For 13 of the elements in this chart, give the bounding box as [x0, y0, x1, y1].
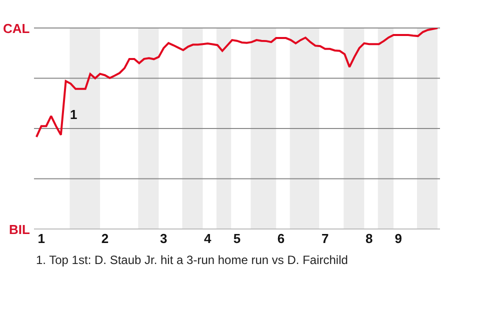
x-tick-label: 3: [160, 231, 168, 246]
x-tick-label: 7: [321, 231, 329, 246]
text: CAL: [3, 21, 30, 36]
x-tick-label: 9: [394, 231, 402, 246]
text: 1. Top 1st: D. Staub Jr. hit a 3-run home run vs D. Fairchild: [36, 253, 348, 267]
annotation: 1: [70, 107, 78, 122]
x-tick-label: 5: [233, 231, 241, 246]
x-tick-label: 4: [204, 231, 212, 246]
x-tick-label: 6: [277, 231, 285, 246]
text: BIL: [9, 222, 30, 237]
x-tick-label: 1: [38, 231, 45, 246]
x-tick-label: 2: [101, 231, 109, 246]
x-tick-label: 8: [365, 231, 373, 246]
